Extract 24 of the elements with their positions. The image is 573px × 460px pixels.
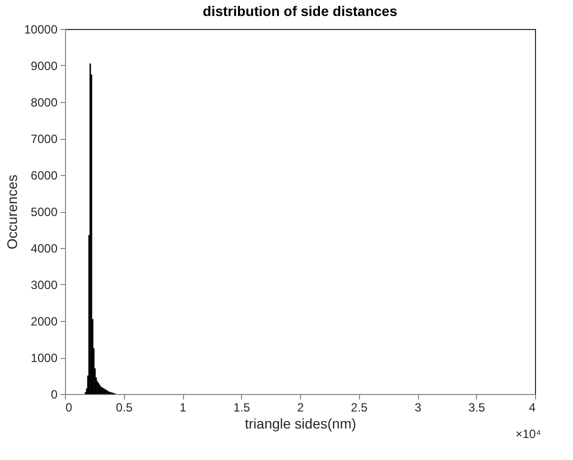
text: ×10⁴ [515, 427, 541, 441]
y-tick-label: 3000 [30, 278, 58, 292]
x-tick-label: 3 [414, 400, 422, 414]
x-tick-label: 1.5 [233, 400, 250, 414]
y-tick-label: 9000 [30, 59, 58, 73]
chart-title: distribution of side distances [202, 3, 398, 19]
x-tick-label: 2 [297, 400, 304, 414]
y-tick-label: 7000 [30, 132, 58, 146]
y-tick-label: 0 [50, 388, 58, 402]
x-axis-title: triangle sides(nm) [244, 416, 356, 432]
y-tick-label: 8000 [30, 96, 58, 110]
y-axis-title: Occurences [4, 174, 20, 250]
x-tick-label: 0.5 [116, 400, 133, 414]
x-tick-label: 2.5 [350, 400, 368, 414]
y-tick-label: 4000 [30, 242, 58, 256]
x-tick-label: 0 [66, 400, 72, 414]
y-tick-label: 1000 [30, 351, 58, 365]
x-tick-label: 3.5 [468, 400, 486, 414]
x-tick-label: 4 [528, 400, 536, 414]
y-tick-label: 5000 [30, 205, 58, 219]
y-tick-label: 6000 [30, 168, 58, 182]
x-tick-label: 1 [180, 400, 187, 414]
y-tick-label: 2000 [30, 314, 58, 328]
y-tick-label: 10000 [24, 22, 58, 36]
